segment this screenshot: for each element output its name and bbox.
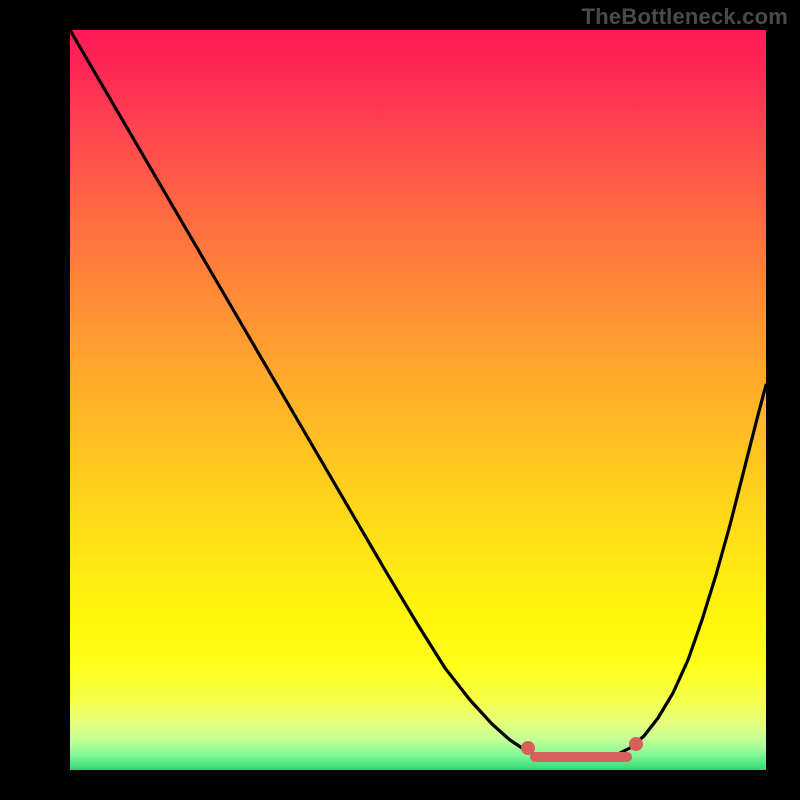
plot-background	[34, 30, 766, 770]
watermark-text: TheBottleneck.com	[582, 4, 788, 30]
chart-container: TheBottleneck.com	[0, 0, 800, 800]
bottleneck-chart	[0, 0, 800, 800]
valley-left-cap	[521, 741, 535, 755]
valley-right-cap	[629, 737, 643, 751]
valley-bar	[530, 752, 632, 762]
